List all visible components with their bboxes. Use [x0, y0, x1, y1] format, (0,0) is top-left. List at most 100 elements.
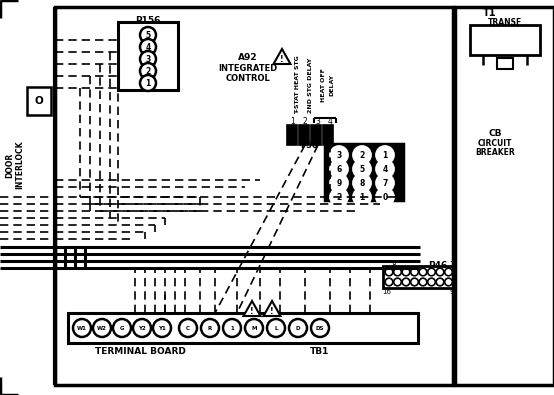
Text: 1: 1	[230, 325, 234, 331]
Circle shape	[411, 268, 418, 276]
Text: TRANSF: TRANSF	[488, 17, 522, 26]
Circle shape	[385, 278, 393, 286]
Text: 3: 3	[316, 117, 320, 126]
Circle shape	[331, 175, 347, 192]
Circle shape	[140, 75, 156, 91]
Bar	[287, 125, 297, 145]
Text: 0: 0	[382, 192, 388, 201]
Text: 2: 2	[145, 66, 151, 75]
Text: 16: 16	[382, 289, 392, 295]
Text: 6: 6	[336, 164, 342, 173]
Circle shape	[402, 268, 410, 276]
Bar	[497, 58, 513, 69]
Circle shape	[153, 319, 171, 337]
Text: 2: 2	[336, 192, 342, 201]
Bar	[455, 7, 554, 385]
Text: R: R	[208, 325, 212, 331]
Text: HEAT OFF: HEAT OFF	[321, 68, 326, 102]
Circle shape	[353, 188, 371, 205]
Text: !: !	[270, 307, 274, 316]
Circle shape	[394, 278, 401, 286]
Circle shape	[377, 160, 393, 177]
Circle shape	[428, 268, 435, 276]
Bar	[325, 144, 403, 200]
Text: DELAY: DELAY	[330, 74, 335, 96]
Text: M: M	[252, 325, 257, 331]
Circle shape	[140, 51, 156, 67]
Bar	[323, 125, 333, 145]
Circle shape	[223, 319, 241, 337]
Text: INTEGRATED: INTEGRATED	[218, 64, 278, 73]
Text: 2: 2	[302, 117, 307, 126]
Circle shape	[267, 319, 285, 337]
Text: W1: W1	[77, 325, 87, 331]
Text: P156: P156	[135, 15, 161, 24]
Text: 1: 1	[145, 79, 151, 88]
Circle shape	[445, 268, 452, 276]
Text: 1: 1	[360, 192, 365, 201]
Text: 9: 9	[450, 289, 454, 295]
Circle shape	[179, 319, 197, 337]
Text: A92: A92	[238, 53, 258, 62]
Text: CIRCUIT: CIRCUIT	[478, 139, 512, 147]
Text: TERMINAL BOARD: TERMINAL BOARD	[95, 346, 186, 356]
Bar	[311, 125, 321, 145]
Text: O: O	[35, 96, 43, 106]
Polygon shape	[274, 49, 290, 64]
Circle shape	[419, 278, 427, 286]
Circle shape	[201, 319, 219, 337]
Bar	[470, 25, 540, 55]
Bar	[68, 313, 418, 343]
Text: T-STAT HEAT STG: T-STAT HEAT STG	[295, 56, 300, 115]
Circle shape	[353, 175, 371, 192]
Circle shape	[140, 63, 156, 79]
Text: P46: P46	[428, 260, 448, 269]
Text: 8: 8	[360, 179, 365, 188]
Text: 1: 1	[450, 260, 454, 269]
Circle shape	[113, 319, 131, 337]
Circle shape	[377, 188, 393, 205]
Circle shape	[445, 278, 452, 286]
Text: 5: 5	[360, 164, 365, 173]
Circle shape	[385, 268, 393, 276]
Bar	[299, 125, 309, 145]
Circle shape	[419, 268, 427, 276]
Text: DOOR
INTERLOCK: DOOR INTERLOCK	[6, 141, 25, 189]
Text: W2: W2	[97, 325, 107, 331]
Text: CONTROL: CONTROL	[225, 73, 270, 83]
Text: Y2: Y2	[138, 325, 146, 331]
Circle shape	[411, 278, 418, 286]
Text: 8: 8	[392, 260, 396, 269]
Text: DS: DS	[316, 325, 324, 331]
Circle shape	[402, 278, 410, 286]
Text: 2: 2	[360, 150, 365, 160]
Text: BREAKER: BREAKER	[475, 147, 515, 156]
Text: TB1: TB1	[310, 346, 330, 356]
Text: 9: 9	[336, 179, 342, 188]
Text: G: G	[120, 325, 124, 331]
Text: 4: 4	[382, 164, 388, 173]
Bar	[118, 22, 178, 90]
Circle shape	[377, 147, 393, 164]
Text: D: D	[296, 325, 300, 331]
Polygon shape	[244, 301, 260, 316]
Bar	[55, 7, 453, 385]
Circle shape	[311, 319, 329, 337]
Text: 4: 4	[327, 117, 332, 126]
Text: 3: 3	[336, 150, 342, 160]
Text: C: C	[186, 325, 190, 331]
Circle shape	[436, 278, 444, 286]
Text: 1: 1	[291, 117, 295, 126]
Circle shape	[140, 39, 156, 55]
Text: CB: CB	[488, 128, 502, 137]
Text: 4: 4	[145, 43, 151, 51]
Circle shape	[245, 319, 263, 337]
Text: 2ND STG DELAY: 2ND STG DELAY	[307, 57, 312, 113]
Circle shape	[436, 268, 444, 276]
Polygon shape	[264, 301, 280, 316]
Text: 3: 3	[145, 55, 151, 64]
Circle shape	[394, 268, 401, 276]
Bar	[383, 266, 455, 288]
Circle shape	[331, 188, 347, 205]
Circle shape	[377, 175, 393, 192]
